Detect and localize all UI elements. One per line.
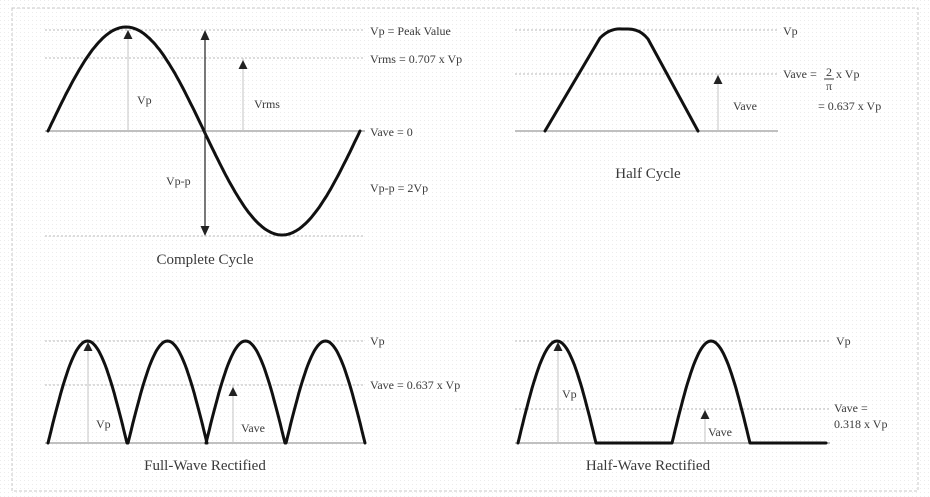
- full-wave-waveform: [46, 339, 367, 445]
- complete-cycle-caption: Complete Cycle: [156, 252, 253, 268]
- complete-vrms-label: Vrms = 0.707 x Vp: [370, 52, 462, 66]
- complete-inner-vrms-label: Vrms: [254, 97, 280, 111]
- halfwave-inner-vp-label: Vp: [562, 387, 577, 401]
- complete-inner-vp-label: Vp: [137, 93, 152, 107]
- complete-inner-vpp-label: Vp-p: [166, 174, 191, 188]
- halfwave-vave-line1: Vave =: [834, 401, 868, 415]
- half-vp-label: Vp: [783, 24, 798, 38]
- complete-vave-label: Vave = 0: [370, 125, 413, 139]
- complete-cycle-waveform: [46, 25, 362, 237]
- panel-half-cycle: Vave Vp Vave = 2 π x Vp = 0.637 x Vp Hal…: [515, 24, 881, 182]
- half-cycle-caption: Half Cycle: [615, 166, 681, 182]
- halfwave-vp-label: Vp: [836, 334, 851, 348]
- complete-vrms-arrowhead: [238, 60, 248, 69]
- half-fraction-numerator: 2: [826, 65, 832, 79]
- panel-half-wave-rectified: Vp Vave Vp Vave = 0.318 x Vp Half-Wave R…: [515, 334, 887, 474]
- panel-complete-cycle: Vp Vrms Vp-p Vp = Peak Value Vrms = 0.70…: [45, 24, 462, 268]
- half-wave-caption: Half-Wave Rectified: [586, 458, 711, 474]
- figure-border: [11, 7, 919, 492]
- half-vave-label: Vave =: [783, 67, 817, 81]
- fullwave-vp-label: Vp: [370, 334, 385, 348]
- half-vave-prefix: Vave =: [783, 67, 817, 81]
- half-vave-suffix: x Vp: [836, 67, 859, 81]
- halfwave-vave-arrowhead: [700, 410, 710, 419]
- halfwave-vp-arrowhead: [553, 342, 563, 351]
- complete-vp-label: Vp = Peak Value: [370, 24, 451, 38]
- complete-vpp-label: Vp-p = 2Vp: [370, 181, 428, 195]
- complete-vp-arrowhead: [123, 30, 133, 39]
- halfwave-vave-line2: 0.318 x Vp: [834, 417, 887, 431]
- complete-vpp-arrowhead-bottom: [200, 226, 210, 236]
- half-wave-waveform: [516, 339, 828, 445]
- half-inner-vave-label: Vave: [733, 99, 757, 113]
- fullwave-inner-vp-label: Vp: [96, 417, 111, 431]
- half-fraction-denominator: π: [826, 79, 832, 93]
- half-vave-line2: = 0.637 x Vp: [818, 99, 881, 113]
- half-vave-arrowhead: [713, 75, 723, 84]
- fullwave-vave-arrowhead: [228, 387, 238, 396]
- half-cycle-waveform: [543, 27, 700, 133]
- fullwave-vave-label: Vave = 0.637 x Vp: [370, 378, 460, 392]
- full-wave-caption: Full-Wave Rectified: [144, 458, 266, 474]
- halfwave-inner-vave-label: Vave: [708, 425, 732, 439]
- panel-full-wave-rectified: Vp Vave Vp Vave = 0.637 x Vp Full-Wave R…: [45, 334, 460, 474]
- complete-vpp-arrowhead-top: [200, 30, 210, 40]
- fullwave-vp-arrowhead: [83, 342, 93, 351]
- fullwave-inner-vave-label: Vave: [241, 421, 265, 435]
